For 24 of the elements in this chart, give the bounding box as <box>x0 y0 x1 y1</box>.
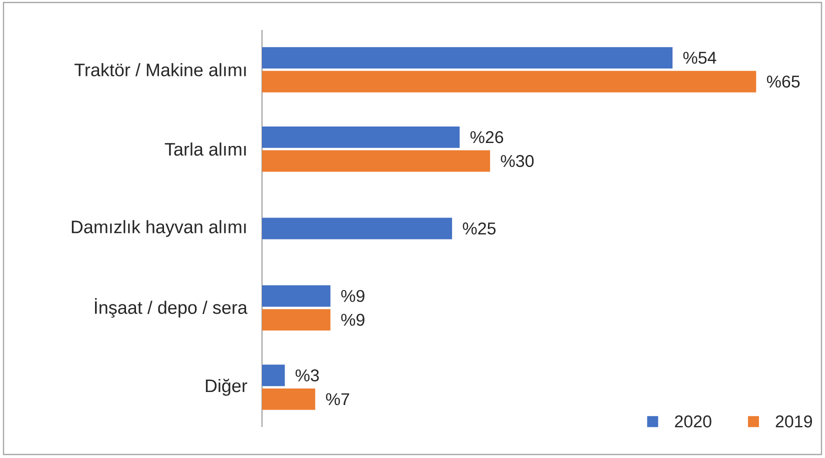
legend-label: 2020 <box>675 415 712 428</box>
data-label: %7 <box>326 393 350 406</box>
bar <box>262 285 330 307</box>
y-tick-label: Damızlık hayvan alımı <box>72 220 246 237</box>
legend-label: 2019 <box>776 415 812 428</box>
bar <box>262 70 756 92</box>
bar <box>262 150 490 172</box>
data-label: %54 <box>683 52 716 64</box>
bar <box>262 309 330 331</box>
data-label: %25 <box>462 222 496 235</box>
data-label: %30 <box>500 154 534 168</box>
data-label: %3 <box>296 369 319 382</box>
y-tick-label: Traktör / Makine alımı <box>74 63 246 76</box>
bar <box>262 364 285 386</box>
y-tick-label: İnşaat / depo / sera <box>95 298 248 318</box>
data-label: %65 <box>766 76 800 88</box>
data-label: %9 <box>341 314 364 326</box>
data-label: %9 <box>341 290 364 302</box>
bar <box>262 47 673 69</box>
data-label: %26 <box>470 131 504 144</box>
y-tick-label: Diğer <box>206 378 248 396</box>
bar <box>262 388 316 410</box>
y-tick-label: Tarla alımı <box>164 142 246 156</box>
bar <box>262 126 460 148</box>
